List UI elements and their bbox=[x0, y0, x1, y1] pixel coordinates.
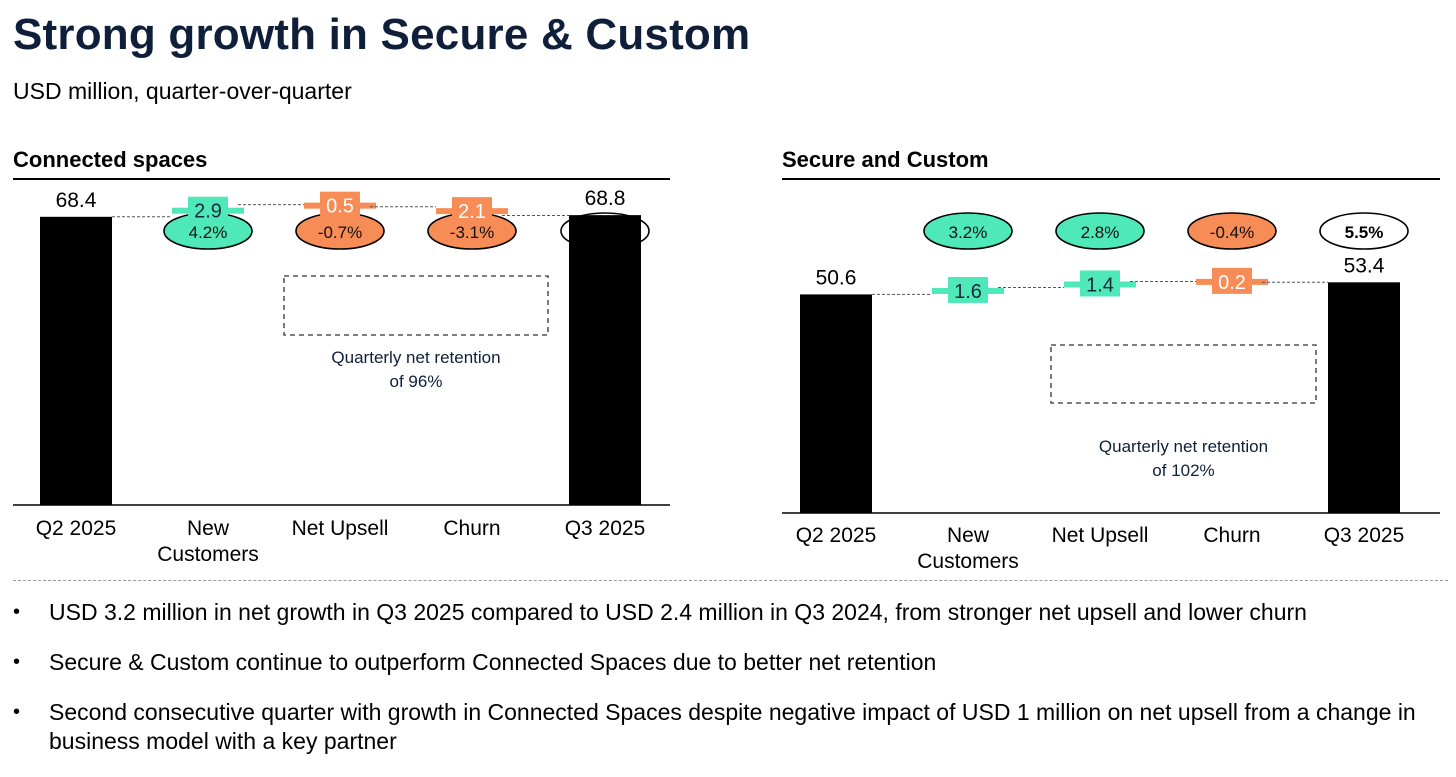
page-subtitle: USD million, quarter-over-quarter bbox=[13, 78, 352, 104]
total-bar bbox=[800, 294, 872, 513]
category-tick-label: Churn bbox=[443, 517, 500, 540]
bullet-text: USD 3.2 million in net growth in Q3 2025… bbox=[49, 599, 1307, 625]
bullet-item: • Second consecutive quarter with growth … bbox=[13, 698, 1453, 756]
change-value-box bbox=[1080, 270, 1120, 297]
growth-pill bbox=[923, 212, 1013, 250]
growth-pill-label: 3.2% bbox=[949, 223, 988, 242]
category-tick-label: New bbox=[947, 524, 990, 547]
total-value-label: 50.6 bbox=[816, 266, 857, 289]
change-value-label: 1.6 bbox=[954, 281, 982, 303]
bullet-dot: • bbox=[13, 651, 21, 673]
retention-annotation: of 96% bbox=[390, 372, 443, 391]
change-value-box bbox=[948, 276, 988, 303]
category-tick-label: Q3 2025 bbox=[1324, 524, 1405, 547]
page-title: Strong growth in Secure & Custom bbox=[13, 10, 751, 59]
bullet-text: Secure & Custom continue to outperform C… bbox=[49, 649, 937, 675]
category-tick-label: Churn bbox=[1203, 524, 1260, 547]
category-tick-label: Q3 2025 bbox=[565, 517, 646, 540]
growth-pill bbox=[1319, 212, 1409, 250]
growth-pill-label: -3.1% bbox=[450, 223, 494, 242]
change-value-label: 0.5 bbox=[326, 196, 354, 218]
growth-pill-label: 2.8% bbox=[1081, 223, 1120, 242]
chart-title: Secure and Custom bbox=[782, 147, 989, 172]
change-value-label: 2.9 bbox=[194, 201, 222, 223]
change-value-label: 2.1 bbox=[458, 201, 486, 223]
retention-annotation: Quarterly net retention bbox=[331, 348, 500, 367]
category-tick-label: Customers bbox=[917, 550, 1019, 573]
change-value-box bbox=[452, 197, 492, 224]
growth-pill-label: 5.5% bbox=[1345, 223, 1384, 242]
category-tick-label: Q2 2025 bbox=[796, 524, 877, 547]
category-tick-label: New bbox=[187, 517, 230, 540]
change-value-box bbox=[1212, 267, 1252, 294]
bullet-text: Second consecutive quarter with growth i… bbox=[49, 699, 1416, 754]
total-bar bbox=[569, 215, 641, 505]
total-value-label: 68.8 bbox=[585, 187, 626, 210]
category-tick-label: Net Upsell bbox=[292, 517, 389, 540]
growth-pill bbox=[1187, 212, 1277, 250]
category-tick-label: Customers bbox=[157, 543, 259, 566]
growth-pill bbox=[1055, 212, 1145, 250]
total-bar bbox=[40, 216, 112, 506]
retention-annotation: Quarterly net retention bbox=[1099, 437, 1268, 456]
total-value-label: 68.4 bbox=[56, 189, 97, 212]
growth-pill-label: -0.4% bbox=[1210, 223, 1254, 242]
bullet-dot: • bbox=[13, 701, 21, 723]
retention-box bbox=[1050, 344, 1317, 404]
chart-svg: Secure and Custom 3.2% 2.8% -0.4% 5.5% 50.6 1.… bbox=[782, 147, 1440, 573]
change-value-label: 1.4 bbox=[1086, 274, 1114, 296]
section-divider bbox=[13, 580, 1448, 581]
growth-pill-label: -0.7% bbox=[318, 223, 362, 242]
bullet-list: • USD 3.2 million in net growth in Q3 202… bbox=[13, 598, 1453, 777]
category-tick-label: Net Upsell bbox=[1052, 524, 1149, 547]
bullet-dot: • bbox=[13, 601, 21, 623]
category-tick-label: Q2 2025 bbox=[36, 517, 117, 540]
change-value-box bbox=[188, 196, 228, 223]
growth-pill-label: 4.2% bbox=[189, 223, 228, 242]
change-value-box bbox=[320, 191, 360, 218]
bullet-item: • USD 3.2 million in net growth in Q3 202… bbox=[13, 598, 1453, 627]
retention-annotation: of 102% bbox=[1152, 461, 1214, 480]
bullet-item: • Secure & Custom continue to outperform … bbox=[13, 648, 1453, 677]
change-value-label: 0.2 bbox=[1218, 272, 1246, 294]
total-bar bbox=[1328, 282, 1400, 513]
total-value-label: 53.4 bbox=[1344, 254, 1385, 277]
retention-box bbox=[283, 275, 549, 336]
chart-svg: Connected spaces4.2%-0.7%-3.1%0.4%68.42.… bbox=[13, 147, 670, 566]
chart-title: Connected spaces bbox=[13, 147, 207, 172]
